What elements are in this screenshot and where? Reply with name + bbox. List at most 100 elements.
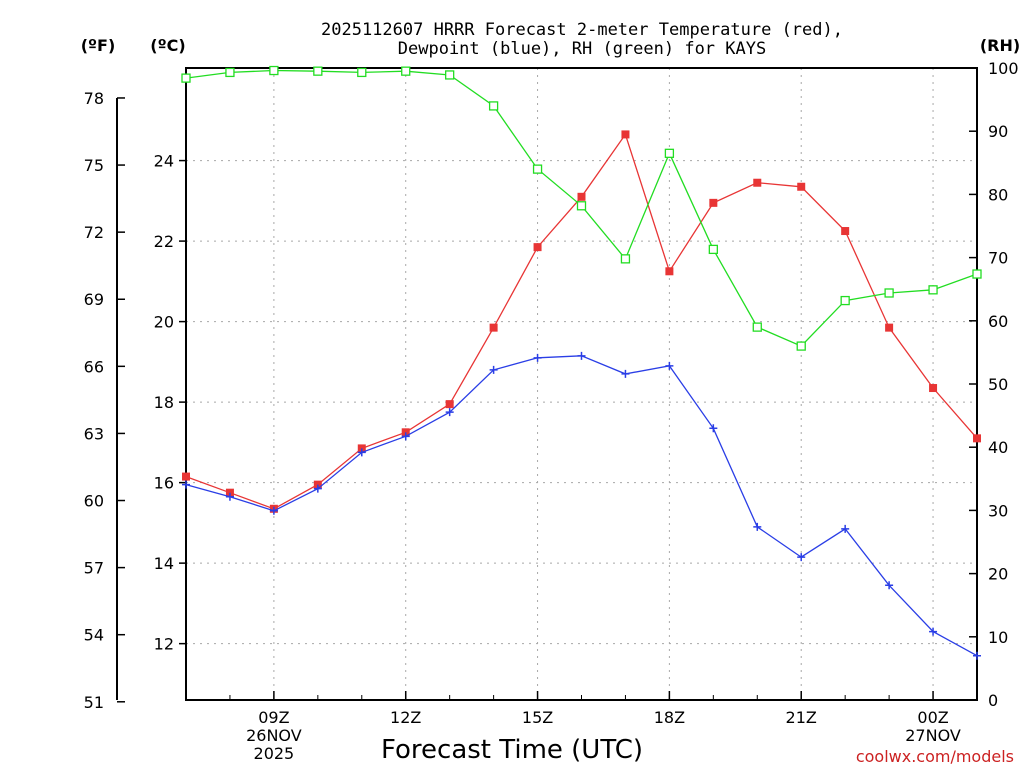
data-point xyxy=(269,65,279,76)
chart-title: 2025112607 HRRR Forecast 2-meter Tempera… xyxy=(321,20,843,59)
data-point xyxy=(577,192,586,201)
data-point xyxy=(181,73,191,83)
x-tick-label: 18Z xyxy=(654,708,685,727)
rh-tick-label: 80 xyxy=(988,185,1008,204)
data-point xyxy=(225,488,234,497)
data-point xyxy=(621,369,630,378)
x-tick-label: 27NOV xyxy=(905,726,961,745)
grid-lines xyxy=(186,68,977,700)
data-point xyxy=(753,522,762,531)
fahrenheit-tick-label: 78 xyxy=(84,89,104,108)
title-line-2: Dewpoint (blue), RH (green) for KAYS xyxy=(398,39,766,59)
data-point xyxy=(841,227,850,236)
rh-tick-label: 40 xyxy=(988,438,1008,457)
rh-tick-label: 30 xyxy=(988,501,1008,520)
celsius-tick-label: 20 xyxy=(154,313,174,332)
data-point xyxy=(313,66,323,76)
data-point xyxy=(445,400,454,409)
celsius-unit-label: (ºC) xyxy=(150,36,185,55)
x-axis-label: Forecast Time (UTC) xyxy=(381,735,643,765)
celsius-tick-label: 18 xyxy=(154,393,174,412)
axes: (ºF) (ºC) (RH) 51 54 57 60 63 66 69 72 75 78 12 14 16 18… xyxy=(81,36,1020,766)
credit-text: coolwx.com/models xyxy=(856,747,1014,766)
data-point xyxy=(401,428,410,437)
data-point xyxy=(972,269,982,279)
data-point xyxy=(840,295,850,306)
series-0 xyxy=(182,130,981,513)
data-point xyxy=(577,351,586,360)
data-point xyxy=(752,322,762,332)
data-point xyxy=(182,472,190,481)
series-1 xyxy=(182,351,981,660)
rh-tick-label: 90 xyxy=(988,122,1008,141)
data-point xyxy=(973,434,981,443)
data-point xyxy=(313,480,322,489)
fahrenheit-tick-label: 51 xyxy=(84,693,104,712)
data-point xyxy=(664,148,675,158)
rh-tick-label: 70 xyxy=(988,249,1008,268)
data-point xyxy=(489,365,498,374)
data-series xyxy=(181,65,982,660)
x-tick-label: 12Z xyxy=(390,708,421,727)
x-tick-label: 21Z xyxy=(786,708,817,727)
data-point xyxy=(841,524,850,533)
data-point xyxy=(709,424,718,433)
data-point xyxy=(313,484,322,493)
rh-tick-label: 100 xyxy=(988,59,1019,78)
data-point xyxy=(445,408,454,417)
data-point xyxy=(533,243,542,252)
fahrenheit-tick-label: 66 xyxy=(84,357,104,376)
rh-tick-label: 0 xyxy=(988,691,998,710)
title-line-1: 2025112607 HRRR Forecast 2-meter Tempera… xyxy=(321,20,843,40)
data-point xyxy=(929,384,938,393)
data-point xyxy=(357,444,366,453)
data-point xyxy=(884,288,894,298)
data-point xyxy=(885,581,894,590)
rh-unit-label: (RH) xyxy=(980,36,1020,55)
data-point xyxy=(357,448,366,457)
celsius-tick-label: 24 xyxy=(154,152,174,171)
fahrenheit-tick-label: 54 xyxy=(84,626,104,645)
fahrenheit-tick-label: 63 xyxy=(84,424,104,443)
data-point xyxy=(708,244,718,255)
data-point xyxy=(489,323,498,332)
series-2 xyxy=(181,65,982,351)
data-point xyxy=(797,553,806,562)
fahrenheit-tick-label: 60 xyxy=(84,492,104,511)
data-point xyxy=(797,182,806,191)
rh-tick-label: 10 xyxy=(988,628,1008,647)
data-point xyxy=(445,70,455,80)
celsius-tick-label: 16 xyxy=(154,474,174,493)
data-point xyxy=(576,201,587,211)
data-point xyxy=(401,66,411,76)
fahrenheit-tick-label: 72 xyxy=(84,223,104,242)
data-point xyxy=(401,432,410,441)
fahrenheit-tick-label: 69 xyxy=(84,290,104,309)
fahrenheit-tick-label: 57 xyxy=(84,559,104,578)
series-line xyxy=(185,355,978,657)
fahrenheit-unit-label: (ºF) xyxy=(81,36,116,55)
fahrenheit-tick-label: 75 xyxy=(84,156,104,175)
x-tick-label: 15Z xyxy=(522,708,553,727)
data-point xyxy=(488,101,499,111)
data-point xyxy=(665,267,674,276)
data-point xyxy=(709,198,718,207)
x-tick-label: 2025 xyxy=(254,744,295,763)
data-point xyxy=(620,254,631,264)
celsius-tick-label: 14 xyxy=(154,554,174,573)
data-point xyxy=(225,492,234,501)
data-point xyxy=(929,627,938,636)
rh-tick-label: 20 xyxy=(988,565,1008,584)
rh-tick-label: 60 xyxy=(988,312,1008,331)
data-point xyxy=(753,178,762,187)
data-point xyxy=(796,341,806,351)
data-point xyxy=(665,361,674,370)
celsius-tick-label: 22 xyxy=(154,232,174,251)
rh-tick-label: 50 xyxy=(988,375,1008,394)
data-point xyxy=(885,323,894,332)
data-point xyxy=(269,506,278,515)
plot-frame xyxy=(185,67,978,701)
x-tick-label: 09Z xyxy=(258,708,289,727)
data-point xyxy=(621,130,630,139)
